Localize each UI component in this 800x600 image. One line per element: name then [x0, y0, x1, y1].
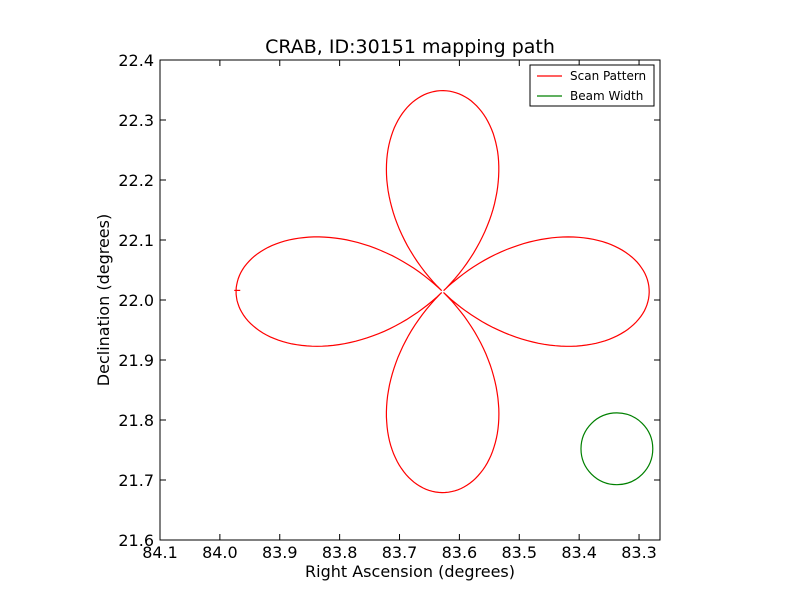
x-tick-label: 83.4	[561, 543, 597, 562]
y-tick-label: 21.6	[118, 531, 154, 550]
x-tick-label: 83.3	[621, 543, 657, 562]
x-tick-label: 83.7	[382, 543, 418, 562]
y-tick-label: 22.0	[118, 291, 154, 310]
series-line-scan-pattern	[235, 89, 650, 494]
x-tick-label: 83.9	[262, 543, 298, 562]
y-tick-label: 21.9	[118, 351, 154, 370]
y-axis: 21.6 21.7 21.8 21.9 22.0 22.1 22.2 22.3 22.4	[118, 51, 660, 550]
y-tick-label: 22.1	[118, 231, 154, 250]
legend: Scan Pattern Beam Width	[529, 64, 655, 107]
y-tick-label: 21.7	[118, 471, 154, 490]
plot-frame	[159, 59, 661, 541]
y-tick-label: 22.3	[118, 111, 154, 130]
x-tick-label: 83.5	[501, 543, 537, 562]
legend-label-scan-pattern: Scan Pattern	[570, 69, 646, 83]
x-axis-label: Right Ascension (degrees)	[305, 562, 515, 581]
x-tick-label: 83.8	[322, 543, 358, 562]
y-tick-label: 21.8	[118, 411, 154, 430]
chart-title: CRAB, ID:30151 mapping path	[265, 36, 555, 58]
x-tick-label: 83.6	[442, 543, 478, 562]
plot-area	[234, 89, 654, 494]
beam-width-circle	[580, 412, 654, 486]
y-axis-label: Declination (degrees)	[94, 214, 113, 386]
x-tick-label: 84.1	[142, 543, 178, 562]
y-tick-label: 22.4	[118, 51, 154, 70]
legend-box	[529, 64, 655, 107]
legend-label-beam-width: Beam Width	[570, 89, 643, 103]
x-axis: 84.1 84.0 83.9 83.8 83.7 83.6 83.5 83.4 83.3	[142, 60, 657, 562]
y-tick-label: 22.2	[118, 171, 154, 190]
x-tick-label: 84.0	[202, 543, 238, 562]
